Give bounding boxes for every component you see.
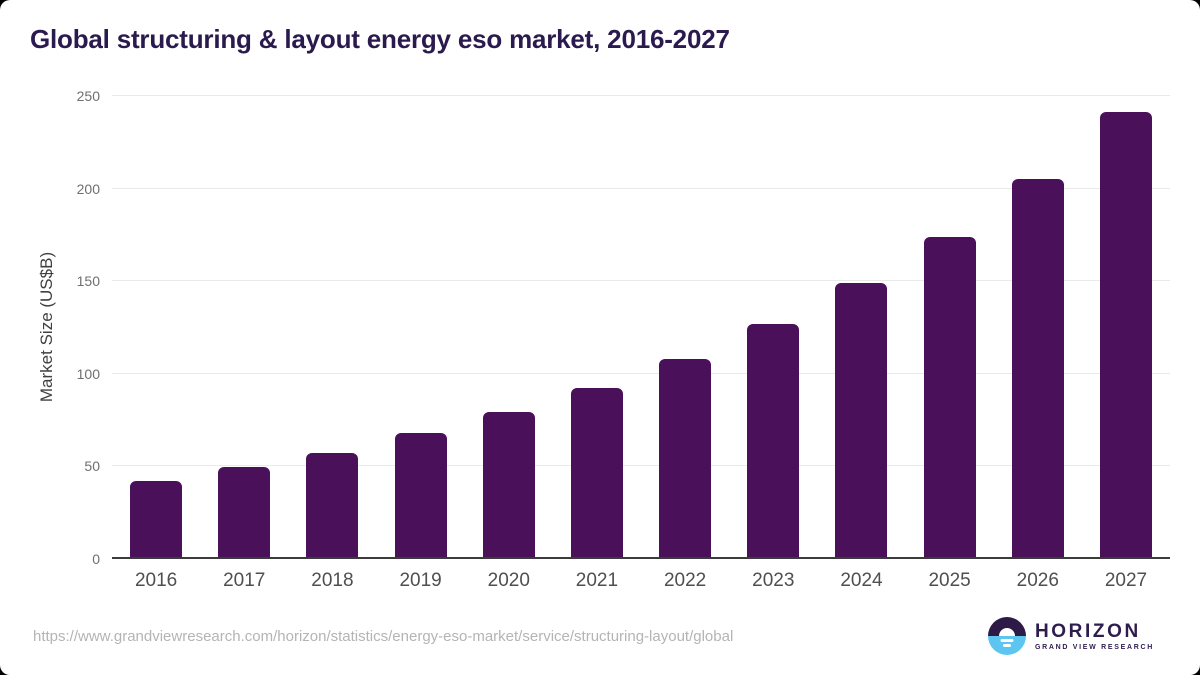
x-tick-label: 2026	[1016, 570, 1059, 591]
bar-slot	[994, 96, 1082, 559]
source-url-text: https://www.grandviewresearch.com/horizo…	[33, 628, 734, 645]
bar-slot	[641, 96, 729, 559]
bar-slot	[112, 96, 200, 559]
x-tick-label: 2016	[134, 570, 178, 591]
icon-sun	[998, 628, 1015, 636]
bar-2027	[1099, 111, 1152, 559]
bar-slot	[553, 96, 641, 559]
bar-slot	[906, 96, 994, 559]
x-tick-label: 2019	[399, 570, 442, 591]
x-tick-label: 2023	[752, 570, 795, 591]
bar-2024	[835, 283, 888, 559]
plot-area	[112, 95, 1170, 559]
icon-sky-half	[987, 617, 1026, 636]
chart-title: Global structuring & layout energy eso m…	[30, 24, 730, 54]
bar-2021	[570, 387, 623, 559]
bar-2020	[482, 411, 535, 559]
bar-2026	[1011, 179, 1064, 559]
y-tick-label: 150	[76, 273, 100, 290]
bar-slot	[377, 96, 465, 559]
horizon-sun-icon	[987, 617, 1026, 655]
y-tick-label: 200	[76, 180, 100, 197]
y-axis-tick-labels: 0 50 100 150 200 250	[38, 89, 100, 566]
bar-2022	[659, 358, 712, 559]
x-tick-label: 2024	[840, 570, 883, 591]
x-tick-label: 2025	[928, 570, 971, 591]
bar-2023	[747, 323, 800, 559]
bar-2016	[130, 481, 183, 559]
y-tick-label: 0	[92, 551, 100, 567]
logo-brand-name: HORIZON	[1034, 620, 1141, 642]
x-tick-label: 2021	[575, 570, 619, 591]
bar-slot	[817, 96, 905, 559]
logo-text: HORIZON GRAND VIEW RESEARCH	[1035, 622, 1154, 651]
gridline	[112, 372, 1170, 374]
y-tick-label: 50	[84, 458, 100, 475]
x-tick-label: 2027	[1104, 570, 1148, 591]
y-tick-label: 100	[76, 365, 100, 382]
gridline	[112, 95, 1170, 96]
horizon-logo: HORIZON GRAND VIEW RESEARCH	[987, 617, 1154, 655]
bar-2018	[306, 452, 359, 559]
x-tick-label: 2020	[487, 570, 530, 591]
x-tick-label: 2018	[311, 570, 354, 591]
x-axis-line	[112, 557, 1170, 559]
bar-slot	[288, 96, 376, 559]
bar-2025	[923, 236, 976, 559]
bars-row	[112, 96, 1170, 559]
gridline	[112, 465, 1170, 467]
x-tick-label: 2017	[223, 570, 266, 591]
y-tick-label: 250	[76, 88, 100, 104]
gridline	[112, 280, 1170, 282]
x-tick-label: 2022	[663, 570, 707, 591]
bar-slot	[465, 96, 553, 559]
gridline	[112, 187, 1170, 189]
icon-reflection-line	[1000, 639, 1014, 642]
bar-slot	[200, 96, 288, 559]
x-axis-tick-labels: 2016 2017 2018 2019 2020 2021 2022 2023 2024 2025…	[112, 570, 1170, 592]
bar-2017	[218, 467, 271, 559]
bar-slot	[729, 96, 817, 559]
bar-slot	[1082, 96, 1170, 559]
bar-2019	[394, 433, 447, 559]
icon-reflection-line	[1002, 644, 1011, 647]
logo-tagline: GRAND VIEW RESEARCH	[1034, 643, 1154, 651]
